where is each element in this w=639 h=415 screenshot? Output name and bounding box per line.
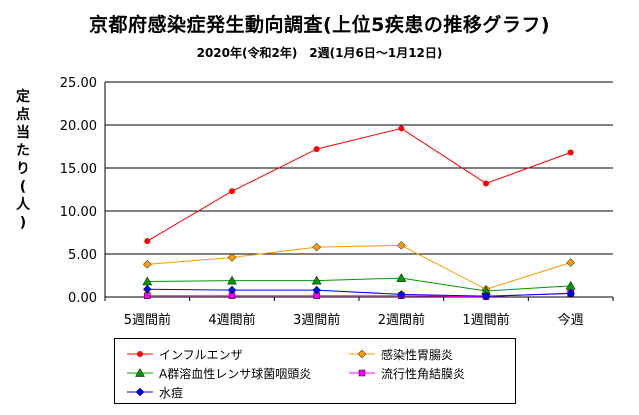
- legend-marker: [127, 387, 153, 397]
- y-tick-label: 10.00: [60, 205, 97, 220]
- legend-marker-shape: [135, 387, 145, 397]
- legend-marker-shape: [357, 349, 367, 359]
- legend-label: 水痘: [159, 385, 184, 400]
- series-line: [147, 127, 571, 242]
- legend: インフルエンザ 感染性胃腸炎 A群溶血性レンサ球菌咽頭炎 流行性角結膜炎水痘: [114, 338, 516, 404]
- y-axis-label-char: た: [16, 143, 30, 159]
- data-point: [227, 285, 237, 295]
- data-point: [565, 280, 576, 290]
- data-point: [229, 188, 235, 195]
- y-axis-label-char: ): [19, 215, 27, 231]
- data-point: [481, 291, 491, 301]
- legend-item: A群溶血性レンサ球菌咽頭炎: [125, 364, 311, 382]
- x-tick-label: 今週: [558, 312, 584, 328]
- legend-marker: [349, 369, 375, 377]
- y-axis-label-char: 点: [16, 107, 30, 123]
- x-tick-label: 2週間前: [378, 312, 425, 328]
- legend-marker: [127, 351, 153, 357]
- y-axis-label-char: 人: [16, 197, 30, 213]
- data-point: [227, 253, 237, 262]
- data-point: [398, 125, 405, 132]
- legend-label: 流行性角結膜炎: [381, 366, 466, 381]
- data-point: [396, 290, 406, 299]
- chart-subtitle: 2020年(令和2年) 2週(1月6日～1月12日): [196, 46, 443, 60]
- data-point: [227, 275, 237, 285]
- series-line: [147, 244, 571, 290]
- y-tick-label: 15.00: [60, 162, 97, 177]
- data-point: [313, 146, 320, 153]
- chart-title: 京都府感染症発生動向調査(上位5疾患の推移グラフ): [88, 14, 551, 36]
- legend-label: インフルエンザ: [159, 347, 243, 362]
- data-point: [311, 275, 322, 285]
- x-tick-label: 5週間前: [124, 312, 171, 328]
- data-point: [142, 259, 152, 269]
- series-line: [147, 292, 571, 298]
- data-point: [483, 180, 489, 187]
- legend-marker: [127, 367, 153, 377]
- data-point: [567, 149, 574, 156]
- data-point: [144, 238, 151, 245]
- series-line: [147, 277, 571, 292]
- data-point: [312, 242, 322, 252]
- legend-item: インフルエンザ: [125, 345, 243, 363]
- legend-item: 感染性胃腸炎: [347, 345, 453, 363]
- legend-marker-shape: [135, 367, 145, 377]
- y-axis-label-char: り: [16, 161, 30, 177]
- legend-item: 水痘: [125, 383, 183, 401]
- y-axis-label-char: 当: [16, 125, 30, 141]
- y-axis-label: 定点当たり ( 人): [14, 88, 32, 232]
- y-tick-label: 25.00: [60, 76, 97, 91]
- legend-label: A群溶血性レンサ球菌咽頭炎: [159, 366, 312, 381]
- y-tick-label: 20.00: [60, 119, 97, 134]
- data-point: [396, 273, 407, 282]
- data-point: [142, 284, 152, 294]
- legend-marker-shape: [137, 351, 143, 357]
- data-point: [312, 285, 322, 295]
- y-tick-label: 0.00: [68, 291, 97, 306]
- data-point: [396, 241, 406, 250]
- legend-marker: [349, 349, 375, 359]
- data-point: [566, 258, 576, 267]
- y-axis-label-char: 定: [16, 89, 30, 105]
- y-axis-label-char: (: [19, 179, 27, 195]
- legend-item: 流行性角結膜炎: [347, 364, 465, 382]
- series-line: [147, 288, 571, 297]
- data-point: [566, 289, 576, 298]
- legend-label: 感染性胃腸炎: [381, 347, 454, 362]
- x-tick-label: 4週間前: [208, 312, 255, 328]
- x-tick-label: 1週間前: [462, 312, 509, 328]
- y-tick-label: 5.00: [68, 248, 97, 263]
- x-tick-label: 3週間前: [293, 312, 340, 328]
- legend-marker-shape: [358, 369, 366, 377]
